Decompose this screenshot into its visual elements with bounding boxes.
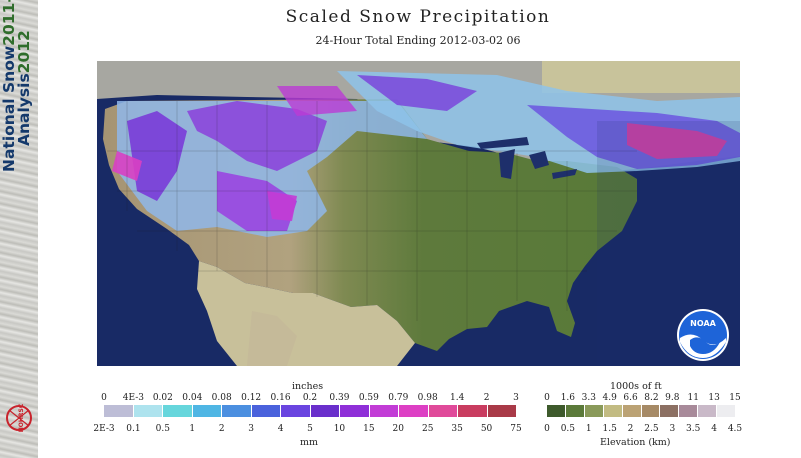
- precip-swatch: [310, 405, 340, 417]
- lake-superior: [477, 137, 529, 149]
- elevation-colorbar: [547, 405, 736, 417]
- elev-top-tick-label: 3.3: [581, 393, 596, 403]
- elev-top-tick-label: 11: [687, 393, 699, 403]
- precip-swatch: [251, 405, 281, 417]
- elev-bottom-tick-label: 4: [711, 424, 717, 434]
- precip-bottom-tick-label: 5: [307, 424, 313, 434]
- elev-top-tick-label: 0: [544, 393, 550, 403]
- precip-bottom-tick-label: 3: [248, 424, 255, 434]
- elev-unit-top: 1000s of ft: [610, 381, 662, 392]
- side-banner-title: National Snow2011- Analysis2012: [0, 0, 33, 172]
- precip-bottom-tick-label: 0.5: [155, 424, 171, 434]
- precip-top-tick-label: 0.98: [417, 393, 438, 403]
- precip-swatch: [340, 405, 370, 417]
- precip-top-tick-label: 4E-3: [122, 393, 145, 403]
- precip-swatch: [399, 405, 429, 417]
- noaa-text: NOAA: [690, 319, 716, 328]
- banner-line2: Analysis: [15, 73, 33, 146]
- canada-north-patch: [542, 61, 740, 93]
- elev-bottom-tick-label: 4.5: [727, 424, 743, 434]
- elev-top-tick-label: 8.2: [644, 393, 659, 403]
- elev-top-tick-label: 13: [708, 393, 720, 403]
- precip-colorbar: [104, 405, 516, 417]
- precip-swatch: [104, 405, 134, 417]
- nohrsc-logo: NOHRSC: [6, 403, 32, 432]
- elevation-swatch: [641, 405, 661, 417]
- precip-bottom-tick-label: 35: [451, 424, 463, 434]
- state-borders: [107, 101, 637, 329]
- elev-bottom-tick-label: 2.5: [644, 424, 659, 434]
- precip-swatch: [458, 405, 488, 417]
- elev-bottom-tick-label: 3.5: [686, 424, 701, 434]
- precip-swatch: [133, 405, 163, 417]
- precip-bottom-tick-label: 75: [510, 424, 522, 434]
- elev-bottom-tick-label: 0.5: [560, 424, 576, 434]
- elev-bottom-tick-label: 1: [585, 424, 592, 434]
- elev-bottom-tick-label: 1.5: [602, 424, 617, 434]
- side-banner: [0, 0, 38, 458]
- precip-swatch: [222, 405, 252, 417]
- elev-top-tick-label: 15: [729, 393, 741, 403]
- precip-top-tick-label: 0.79: [388, 393, 409, 403]
- elevation-swatch: [660, 405, 680, 417]
- precip-bottom-tick-label: 2E-3: [93, 424, 115, 434]
- lake-erie: [552, 169, 577, 179]
- elev-top-tick-label: 4.9: [602, 393, 617, 403]
- precip-bottom-tick-label: 4: [277, 424, 284, 434]
- precip-bottom-tick-label: 1: [189, 424, 196, 434]
- precip-swatch: [281, 405, 311, 417]
- precip-top-tick-label: 0.39: [329, 393, 350, 403]
- elevation-swatch: [584, 405, 604, 417]
- precip-top-tick-label: 0.04: [182, 393, 203, 403]
- precip-bottom-tick-label: 25: [421, 424, 434, 434]
- elevation-swatch: [603, 405, 623, 417]
- precip-bottom-tick-label: 10: [333, 424, 346, 434]
- precip-bottom-tick-label: 15: [363, 424, 375, 434]
- svg-text:NOHRSC: NOHRSC: [18, 403, 25, 432]
- elevation-swatch: [679, 405, 699, 417]
- precip-unit-bottom: mm: [300, 437, 319, 448]
- precip-top-tick-label: 0.12: [241, 393, 262, 403]
- elevation-swatch: [622, 405, 642, 417]
- precip-bottom-tick-label: 2: [218, 424, 225, 434]
- precip-unit-top: inches: [292, 381, 324, 392]
- elev-bottom-tick-label: 0: [544, 424, 550, 434]
- precip-swatch: [192, 405, 222, 417]
- precip-bottom-tick-label: 50: [480, 424, 493, 434]
- precip-top-tick-label: 0: [101, 393, 107, 403]
- map-subtitle: 24-Hour Total Ending 2012-03-02 06: [315, 34, 521, 47]
- precip-swatch: [428, 405, 458, 417]
- lake-michigan: [499, 149, 515, 179]
- elev-top-tick-label: 1.6: [560, 393, 576, 403]
- elev-unit-bottom: Elevation (km): [600, 437, 671, 448]
- precip-top-tick-label: 1.4: [449, 393, 465, 403]
- map-title: Scaled Snow Precipitation: [285, 7, 551, 27]
- elevation-swatch: [717, 405, 736, 417]
- snow-map[interactable]: [97, 61, 740, 366]
- lake-huron: [529, 151, 549, 169]
- precip-swatch: [369, 405, 399, 417]
- precip-top-tick-label: 0.59: [358, 393, 379, 403]
- precip-top-tick-label: 3: [513, 393, 519, 403]
- precip-bottom-tick-label: 20: [392, 424, 405, 434]
- precip-swatch: [487, 405, 516, 417]
- snow-layer: [112, 71, 740, 237]
- precip-bottom-tick-label: 0.1: [126, 424, 141, 434]
- elev-bottom-tick-label: 3: [669, 424, 676, 434]
- precip-top-tick-label: 2: [483, 393, 490, 403]
- precip-top-tick-label: 0.16: [270, 393, 291, 403]
- precip-top-tick-label: 0.02: [152, 393, 173, 403]
- elev-top-tick-label: 9.8: [665, 393, 680, 403]
- elevation-swatch: [698, 405, 718, 417]
- elevation-swatch: [565, 405, 585, 417]
- precip-swatch: [163, 405, 193, 417]
- precip-top-tick-label: 0.2: [302, 393, 318, 403]
- elev-bottom-tick-label: 2: [627, 424, 634, 434]
- elev-top-tick-label: 6.6: [623, 393, 638, 403]
- elevation-swatch: [547, 405, 566, 417]
- noaa-logo: NOAA: [677, 309, 729, 361]
- precip-top-tick-label: 0.08: [211, 393, 232, 403]
